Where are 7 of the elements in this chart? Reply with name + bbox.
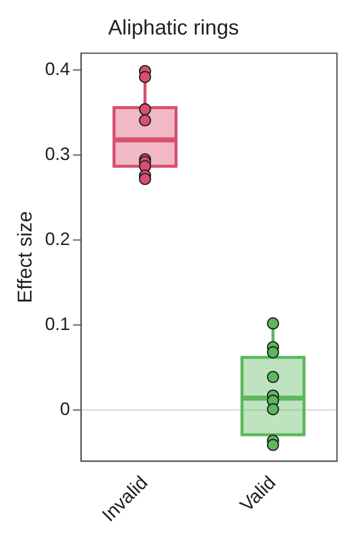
chart-title: Aliphatic rings xyxy=(108,16,239,40)
y-tick-label: 0.1 xyxy=(44,314,70,334)
y-tick-label: 0.3 xyxy=(44,144,70,164)
y-tick-label: 0 xyxy=(60,399,70,420)
y-tick-label: 0.4 xyxy=(44,59,70,80)
y-tick-label: 0.2 xyxy=(44,229,70,250)
y-axis-title: Effect size xyxy=(14,211,37,304)
